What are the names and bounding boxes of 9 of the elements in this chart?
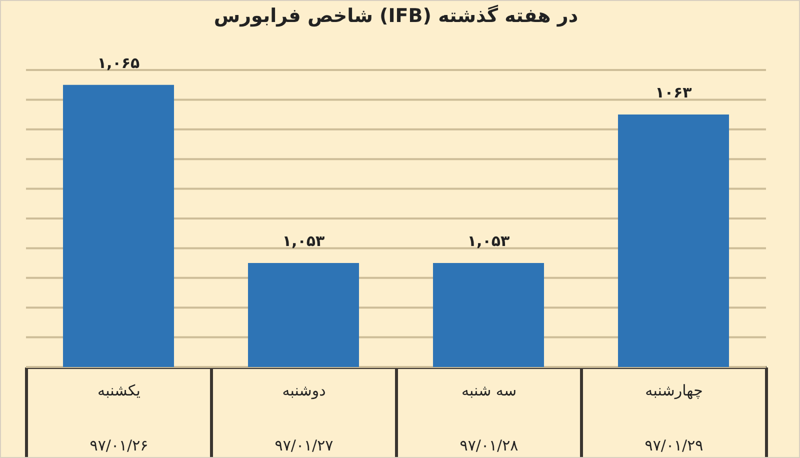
data-label: ۱,۰۵۳ <box>282 232 325 250</box>
data-label: ۱,۰۶۵ <box>97 54 140 72</box>
chart-title: شاخص فرابورس (IFB) در هفته گذشته <box>214 4 578 27</box>
data-label: ۱۰۶۳ <box>655 84 692 102</box>
category-label: یکشنبه ۹۷/۰۱/۲۶ <box>90 382 148 454</box>
category-label: دوشنبه ۹۷/۰۱/۲۷ <box>274 382 334 454</box>
category-label: سه شنبه ۹۷/۰۱/۲۸ <box>460 382 518 454</box>
category-label: چهارشنبه ۹۷/۰۱/۲۹ <box>644 382 704 454</box>
data-label: ۱,۰۵۳ <box>467 232 510 250</box>
